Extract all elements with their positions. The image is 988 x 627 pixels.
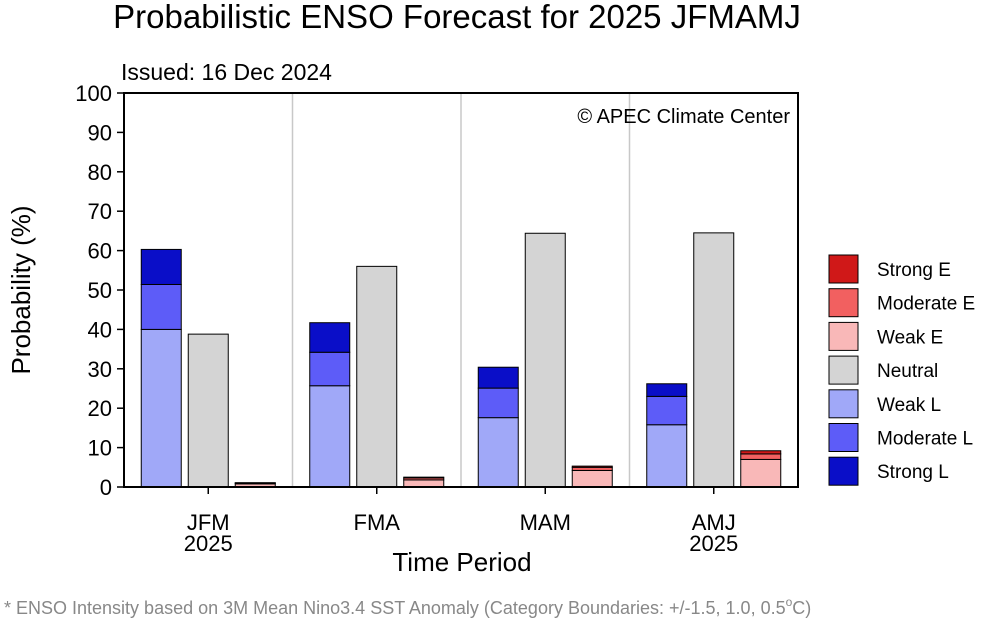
y-tick-label: 100 [75, 81, 112, 106]
bar-weak-l [646, 424, 688, 488]
bar-weak-e [740, 458, 782, 488]
legend: Strong E Moderate E Weak E Neutral Weak L Mod… [828, 254, 975, 486]
legend-label-strong-e: Strong E [877, 260, 951, 281]
bar-weak-e [403, 479, 445, 488]
legend-label-weak-l: Weak L [877, 395, 941, 416]
legend-label-moderate-l: Moderate L [877, 429, 973, 450]
bar-moderate-l [309, 351, 351, 387]
footnote-main: * ENSO Intensity based on 3M Mean Nino3.… [4, 598, 786, 618]
y-tick-label: 0 [100, 475, 112, 500]
issued-date: Issued: 16 Dec 2024 [121, 59, 332, 85]
y-tick-label: 90 [88, 120, 112, 145]
bar-weak-l [309, 385, 351, 488]
x-tick-year-label: 2025 [184, 531, 233, 556]
legend-swatch-strong-e [828, 254, 859, 284]
bar-strong-e [740, 450, 782, 455]
x-tick-label: FMA [354, 510, 401, 535]
legend-swatch-strong-l [828, 456, 859, 486]
bar-strong-l [646, 383, 688, 397]
bar-moderate-l [140, 283, 182, 330]
y-tick-label: 80 [88, 160, 112, 185]
y-tick-label: 50 [88, 278, 112, 303]
legend-label-strong-l: Strong L [877, 462, 949, 483]
x-tick-label: MAM [520, 510, 571, 535]
legend-label-weak-e: Weak E [877, 327, 943, 348]
legend-label-neutral: Neutral [877, 361, 938, 382]
bar-strong-e [234, 482, 276, 484]
legend-label-moderate-e: Moderate E [877, 294, 975, 315]
chart-title: Probabilistic ENSO Forecast for 2025 JFM… [113, 0, 801, 35]
y-tick-label: 10 [88, 436, 112, 461]
bar-weak-e [571, 469, 613, 488]
bar-moderate-e [740, 453, 782, 460]
bar-neutral [693, 232, 735, 488]
bar-weak-l [477, 417, 519, 488]
x-tick-year-label: 2025 [689, 531, 738, 556]
legend-swatch-weak-e [828, 321, 859, 351]
footnote-unit: C) [792, 598, 811, 618]
legend-swatch-weak-l [828, 389, 859, 419]
y-tick-label: 20 [88, 396, 112, 421]
bar-strong-l [477, 366, 519, 389]
legend-swatch-neutral [828, 355, 859, 385]
x-tick-label: JFM [187, 510, 230, 535]
legend-swatch-moderate-l [828, 423, 859, 452]
bar-strong-l [140, 248, 182, 285]
bar-neutral [524, 232, 566, 488]
bar-strong-e [571, 465, 613, 468]
bar-neutral [187, 333, 229, 488]
copyright-annotation: © APEC Climate Center [577, 106, 790, 128]
footnote-degree: o [786, 595, 793, 609]
plot-frame [123, 92, 799, 488]
x-axis-label: Time Period [392, 547, 531, 577]
y-tick-label: 40 [88, 317, 112, 342]
y-tick-label: 30 [88, 357, 112, 382]
bar-moderate-l [477, 387, 519, 419]
bar-neutral [356, 265, 398, 488]
footnote: * ENSO Intensity based on 3M Mean Nino3.… [4, 595, 811, 618]
y-axis-label: Probability (%) [6, 205, 36, 374]
legend-swatch-moderate-e [828, 288, 859, 318]
bar-weak-l [140, 328, 182, 488]
bar-strong-l [309, 322, 351, 353]
y-tick-label: 60 [88, 239, 112, 264]
y-tick-label: 70 [88, 199, 112, 224]
bar-strong-e [403, 476, 445, 479]
bar-moderate-l [646, 395, 688, 426]
x-tick-label: AMJ [692, 510, 736, 535]
